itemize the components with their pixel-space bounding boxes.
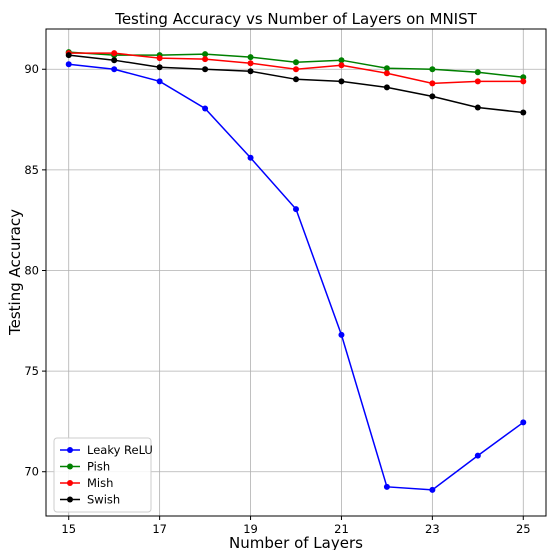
legend-item: Mish [60,476,113,490]
data-point-swish [293,76,299,83]
data-point-pish [202,51,209,58]
x-tick-label: 19 [243,522,258,536]
data-point-pish [429,66,436,73]
legend-swatch-marker [67,447,73,453]
data-point-mish [429,80,436,87]
axis-ticks: 15 17 19 21 23 25 70 75 80 85 90 [24,62,530,536]
data-point-swish [156,64,163,71]
data-point-leaky-relu [474,452,481,459]
legend: Leaky ReLU Pish Mish Swish [53,437,153,513]
legend-label: Mish [87,476,113,490]
data-point-pish [383,65,390,72]
legend-swatch-marker [67,463,73,470]
data-point-leaky-relu [202,105,209,112]
x-tick-label: 23 [425,522,440,536]
y-tick-label: 85 [24,163,39,177]
data-point-swish [338,78,345,85]
data-point-pish [293,59,299,66]
data-point-mish [293,66,299,73]
data-point-swish [474,104,481,111]
chart-title: Testing Accuracy vs Number of Layers on … [114,10,477,28]
x-tick-label: 15 [61,522,76,536]
data-point-mish [520,78,527,85]
legend-item: Pish [60,460,110,474]
data-point-leaky-relu [247,154,254,161]
series-mish [65,50,527,87]
legend-label: Swish [87,493,120,507]
data-point-leaky-relu [111,66,118,73]
data-point-leaky-relu [383,483,390,490]
x-tick-label: 17 [152,522,167,536]
data-point-pish [474,69,481,76]
legend-box [53,437,152,513]
legend-label: Pish [87,460,110,474]
y-tick-label: 80 [24,263,39,277]
x-tick-label: 25 [516,522,531,536]
data-point-pish [338,57,345,64]
data-point-mish [474,78,481,85]
data-point-leaky-relu [65,61,72,68]
y-tick-label: 90 [24,62,39,76]
data-point-swish [429,93,436,100]
data-point-swish [383,84,390,91]
data-point-leaky-relu [429,486,436,493]
data-point-mish [156,55,163,62]
data-point-mish [338,62,345,69]
data-point-pish [247,54,254,61]
legend-label: Leaky ReLU [87,443,153,457]
data-point-mish [247,60,254,67]
data-point-mish [383,70,390,77]
series-pish [65,49,527,81]
series-leaky-relu [65,61,527,493]
data-point-leaky-relu [520,419,527,426]
data-point-swish [202,66,209,73]
data-point-leaky-relu [338,331,345,338]
series-layer [65,49,527,493]
x-tick-label: 21 [334,522,349,536]
series-line-leaky-relu [68,63,524,491]
x-axis-label: Number of Layers [229,534,363,550]
y-tick-label: 75 [24,364,39,378]
legend-item: Leaky ReLU [60,443,153,457]
data-point-mish [202,56,209,63]
data-point-leaky-relu [156,78,163,85]
data-point-leaky-relu [293,206,299,213]
y-axis-label: Testing Accuracy [6,209,24,336]
plot-area [45,28,547,517]
y-tick-label: 70 [24,465,39,479]
data-point-mish [111,50,118,57]
legend-swatch-marker [67,496,73,503]
legend-item: Swish [60,493,120,507]
data-point-swish [111,57,118,64]
data-point-swish [65,52,72,59]
data-point-swish [247,68,254,75]
legend-swatch-marker [67,480,73,486]
series-swish [65,52,527,116]
data-point-swish [520,109,527,116]
